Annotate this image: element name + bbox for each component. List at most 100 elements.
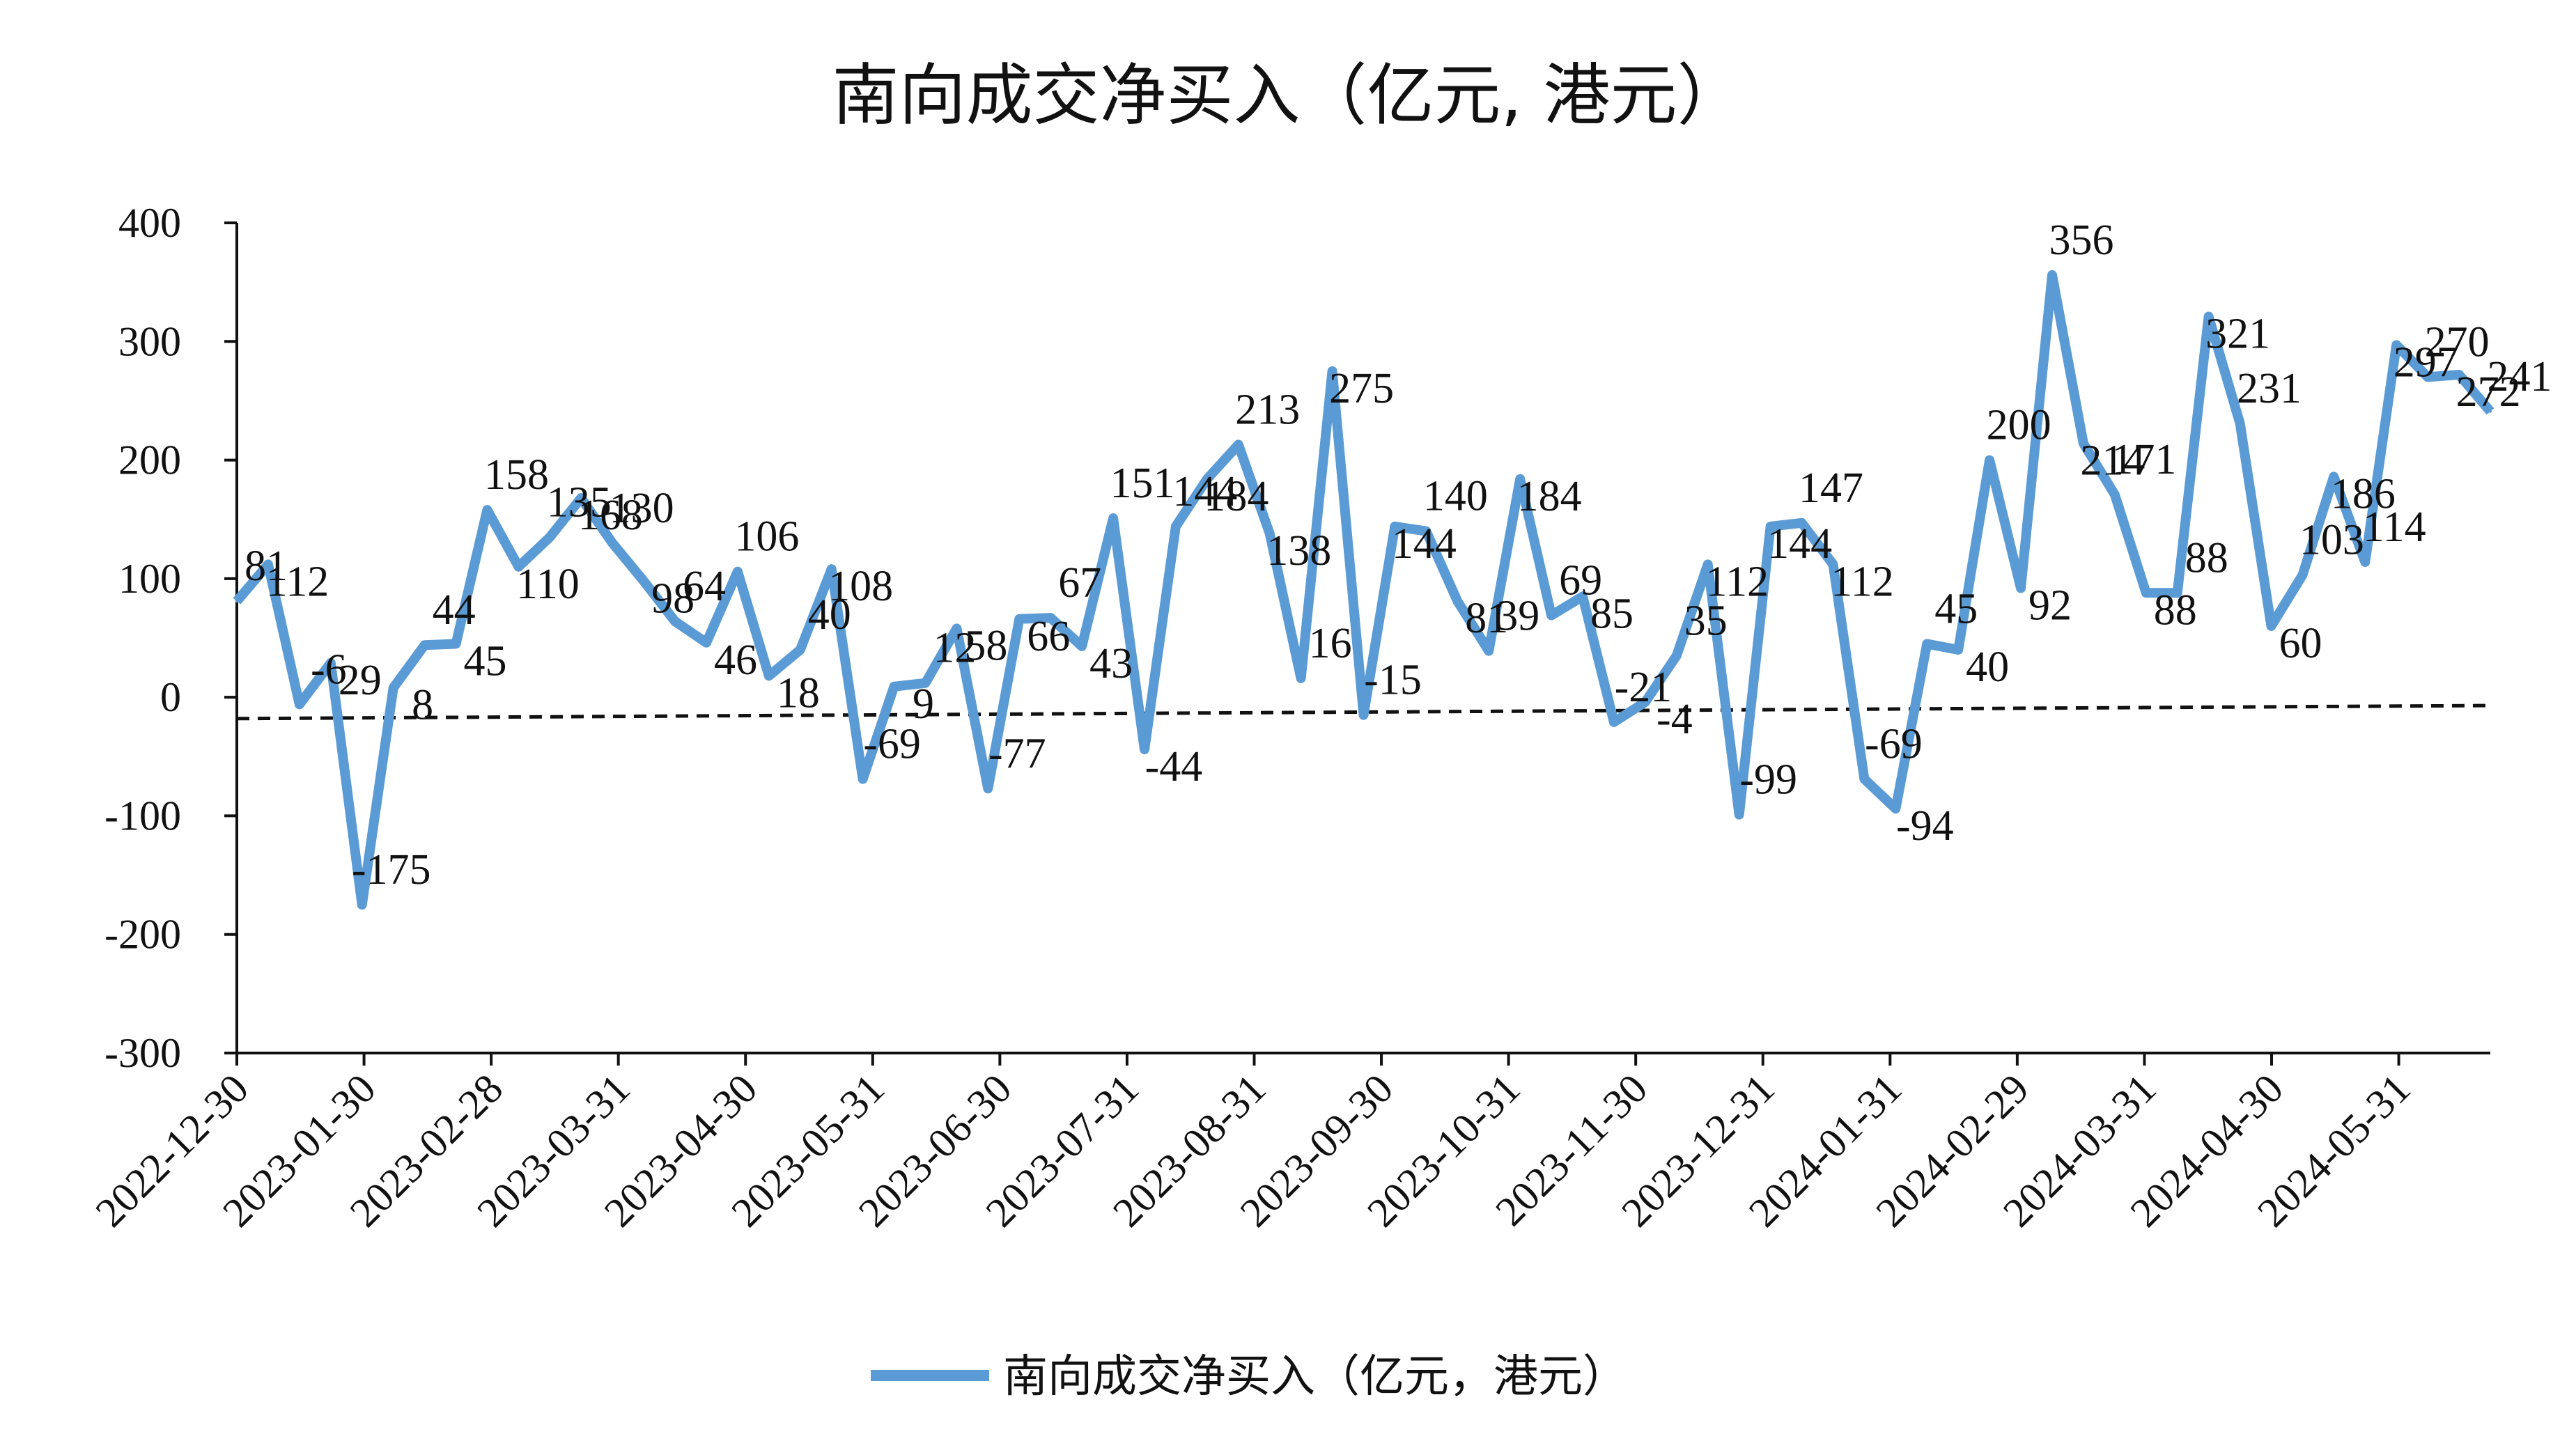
data-point <box>2238 421 2242 425</box>
data-label: 130 <box>610 485 674 532</box>
data-label: 45 <box>1934 586 1978 633</box>
data-label: 186 <box>2331 470 2396 517</box>
data-point <box>1456 600 1459 603</box>
series-line <box>233 270 2494 910</box>
data-label: 144 <box>1172 468 1237 515</box>
data-label: -94 <box>1896 802 1954 850</box>
data-label: 88 <box>2185 534 2228 582</box>
data-point <box>2489 410 2492 413</box>
data-point <box>1737 813 1741 816</box>
y-tick-label: 300 <box>118 318 181 364</box>
data-label: 321 <box>2205 311 2270 358</box>
data-point <box>1957 648 1960 652</box>
data-label: 275 <box>1329 365 1394 412</box>
data-point <box>1268 532 1271 536</box>
data-point <box>360 903 364 907</box>
data-point <box>704 641 708 644</box>
data-label: 144 <box>1767 520 1832 568</box>
data-point <box>1112 517 1115 520</box>
data-labels: 81112-629-175844451581101351681309864461… <box>245 217 2552 894</box>
data-point <box>1581 595 1585 598</box>
data-label: 356 <box>2049 217 2113 264</box>
data-point <box>1925 642 1929 646</box>
data-point <box>892 685 896 688</box>
data-label: -44 <box>1145 743 1203 790</box>
data-point <box>1487 649 1491 653</box>
data-label: 67 <box>1058 559 1101 607</box>
data-label: 158 <box>484 451 549 499</box>
data-point <box>1612 720 1615 724</box>
data-point <box>1393 524 1397 528</box>
data-label: 9 <box>913 680 934 728</box>
data-label: 135 <box>547 478 612 526</box>
data-point <box>1894 807 1898 811</box>
legend: 南向成交净买入（亿元，港元） <box>871 1351 1627 1403</box>
data-point <box>2175 591 2179 595</box>
data-point <box>1425 529 1428 533</box>
data-point <box>266 563 270 566</box>
data-label: 171 <box>2111 436 2176 483</box>
data-point <box>235 600 238 603</box>
chart-title: 南向成交净买入（亿元, 港元） <box>832 56 1744 134</box>
data-point <box>1330 369 1334 373</box>
data-point <box>1831 563 1835 566</box>
data-label: -175 <box>352 846 431 894</box>
data-label: 270 <box>2425 318 2490 366</box>
data-label: 138 <box>1266 527 1331 575</box>
data-label: 106 <box>734 513 799 561</box>
data-point <box>2458 373 2461 376</box>
data-label: 85 <box>1590 590 1634 637</box>
data-label: -21 <box>1615 664 1673 711</box>
data-label: 81 <box>245 543 288 590</box>
data-label: 112 <box>266 558 329 605</box>
data-point <box>2050 273 2054 276</box>
data-label: -69 <box>1865 721 1923 768</box>
data-label: 200 <box>1987 402 2051 449</box>
data-label: 35 <box>1684 598 1728 645</box>
data-label: -99 <box>1739 756 1797 804</box>
data-label: 98 <box>651 575 695 622</box>
legend-label: 南向成交净买入（亿元，港元） <box>1003 1351 1627 1403</box>
data-label: 92 <box>2028 582 2072 629</box>
y-tick-label: -200 <box>104 912 181 958</box>
data-label: 168 <box>578 492 643 539</box>
data-label: 60 <box>2279 620 2322 667</box>
data-label: 213 <box>1235 386 1300 433</box>
data-point <box>1362 713 1365 717</box>
data-label: 12 <box>933 625 976 672</box>
y-tick-label: 200 <box>118 437 181 483</box>
data-point <box>548 536 552 539</box>
data-label: 112 <box>1831 558 1894 605</box>
data-label: -6 <box>311 646 347 693</box>
data-point <box>2332 475 2336 478</box>
data-point <box>2269 624 2273 627</box>
data-label: 44 <box>433 586 476 634</box>
data-label: 43 <box>1089 640 1133 687</box>
data-label: 58 <box>964 622 1007 669</box>
data-point <box>1988 458 1992 462</box>
data-point <box>1800 521 1803 524</box>
data-label: 112 <box>1705 558 1769 605</box>
data-point <box>1863 777 1866 781</box>
data-label: 88 <box>2154 586 2197 634</box>
data-point <box>1299 676 1303 680</box>
data-point <box>736 570 739 573</box>
data-label: 64 <box>683 563 726 610</box>
data-point <box>1519 477 1522 481</box>
data-point <box>486 508 489 512</box>
data-point <box>924 681 927 685</box>
data-label: 108 <box>828 563 893 610</box>
data-label: -4 <box>1656 696 1693 743</box>
data-point <box>611 541 614 545</box>
data-point <box>2395 343 2398 347</box>
data-point <box>2426 375 2430 379</box>
data-point <box>2019 586 2023 590</box>
data-point <box>1018 617 1021 621</box>
data-label: 114 <box>2363 504 2426 551</box>
y-tick-label: 400 <box>118 200 181 246</box>
data-point <box>767 674 770 678</box>
data-point <box>1769 524 1772 528</box>
y-tick-label: 0 <box>160 674 181 720</box>
data-point <box>2081 442 2085 445</box>
